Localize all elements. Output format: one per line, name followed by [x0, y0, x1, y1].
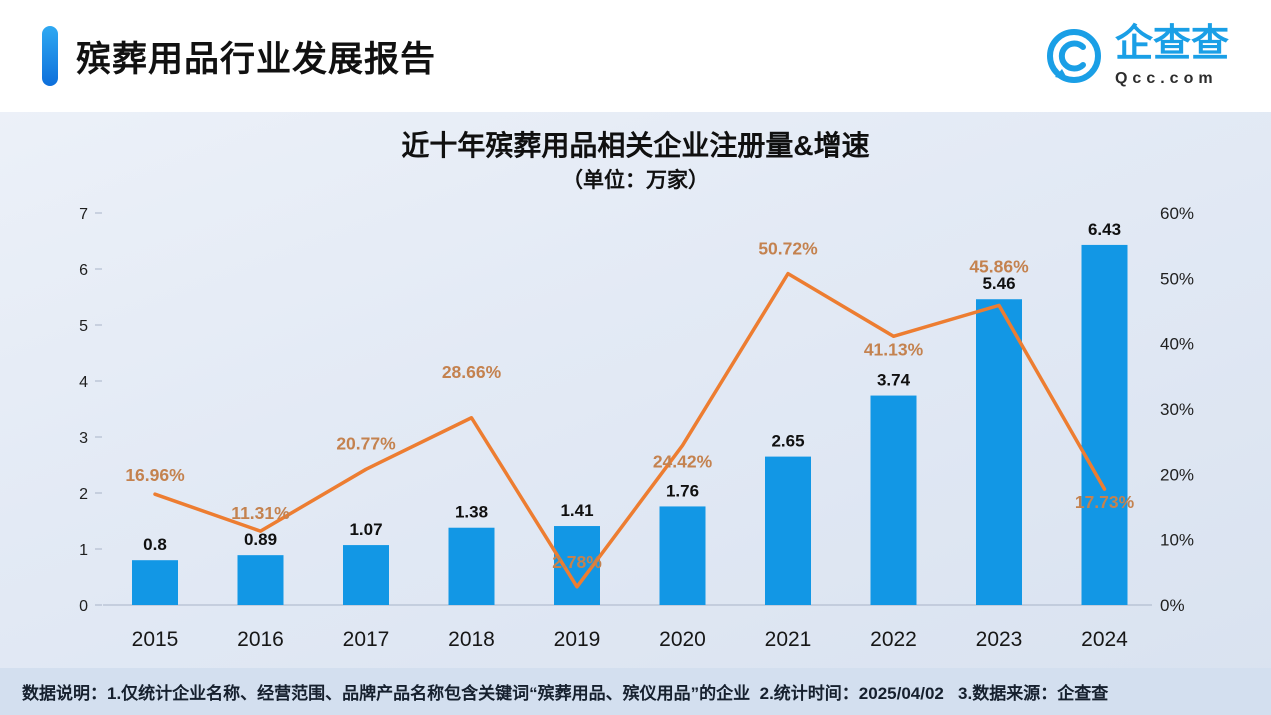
qcc-logo: 企查查 Qcc.com [1045, 25, 1229, 88]
chart-title: 近十年殡葬用品相关企业注册量&增速 [401, 130, 870, 161]
right-axis-label: 50% [1160, 269, 1194, 288]
bar [765, 456, 811, 605]
x-axis-label: 2015 [132, 628, 179, 651]
bar-value-label: 1.38 [455, 503, 488, 522]
bar [1081, 244, 1128, 606]
left-axis-label: 3 [79, 430, 88, 447]
x-axis-label: 2018 [448, 628, 495, 651]
qcc-logo-wordmark: 企查查 Qcc.com [1115, 25, 1229, 88]
growth-value-label: 28.66% [442, 362, 502, 382]
growth-value-label: 20.77% [336, 433, 396, 453]
left-axis-label: 7 [79, 206, 88, 223]
bar-value-label: 2.65 [771, 432, 804, 451]
bar-value-label: 5.46 [982, 274, 1015, 293]
footer-note-text: 数据说明：1.仅统计企业名称、经营范围、品牌产品名称包含关键词“殡葬用品、殡仪用… [22, 684, 1109, 703]
bar-value-label: 6.43 [1088, 220, 1121, 239]
bar-value-label: 3.74 [877, 371, 911, 390]
header-accent-bar [42, 26, 58, 86]
right-axis-label: 40% [1160, 335, 1194, 354]
right-axis-label: 30% [1160, 400, 1194, 419]
bar [343, 545, 389, 605]
growth-line [153, 271, 1107, 589]
growth-value-label: 24.42% [653, 451, 713, 471]
growth-value-label: 17.73% [1075, 492, 1135, 512]
bar [659, 506, 706, 605]
qcc-logo-icon [1046, 29, 1101, 83]
footer-note: 数据说明：1.仅统计企业名称、经营范围、品牌产品名称包含关键词“殡葬用品、殡仪用… [0, 668, 1271, 715]
bar [870, 395, 917, 605]
growth-value-label: 41.13% [864, 339, 924, 359]
growth-value-label: 45.86% [969, 256, 1029, 276]
x-axis-label: 2024 [1081, 628, 1128, 651]
x-axis-label: 2023 [976, 628, 1023, 651]
left-axis-label: 6 [79, 262, 88, 279]
x-axis-label: 2022 [870, 628, 917, 651]
x-axis-label: 2016 [237, 628, 284, 651]
bar-value-label: 0.89 [244, 530, 277, 549]
bar-value-label: 0.8 [143, 535, 167, 554]
bar [132, 560, 178, 605]
right-axis-label: 10% [1160, 531, 1194, 550]
growth-value-label: 2.78% [552, 552, 602, 572]
bar [448, 527, 495, 605]
growth-value-label: 50.72% [758, 239, 818, 259]
bar [976, 299, 1022, 605]
x-axis-label: 2017 [343, 628, 390, 651]
qcc-logo-domain: Qcc.com [1114, 69, 1218, 87]
qcc-logo-text: 企查查 [1114, 22, 1229, 65]
growth-value-label: 16.96% [125, 465, 185, 485]
growth-value-label: 11.31% [231, 503, 290, 523]
right-axis-label: 0% [1160, 596, 1185, 615]
left-axis-label: 1 [79, 542, 88, 559]
left-axis-label: 5 [79, 318, 88, 335]
right-axis-label: 60% [1160, 204, 1194, 223]
header: 殡葬用品行业发展报告 企查查 Qcc.com [0, 0, 1271, 112]
right-axis-label: 20% [1160, 465, 1194, 484]
bar [237, 555, 284, 605]
bar-value-label: 1.07 [349, 520, 382, 539]
bar-value-label: 1.76 [666, 481, 699, 500]
page-title: 殡葬用品行业发展报告 [76, 39, 437, 79]
left-axis-label: 2 [79, 486, 88, 503]
x-axis-label: 2019 [554, 628, 601, 651]
x-axis-label: 2020 [659, 628, 706, 651]
left-axis-label: 4 [79, 374, 88, 391]
bar-value-label: 1.41 [560, 501, 593, 520]
left-axis-label: 0 [79, 598, 88, 615]
chart-subtitle: （单位：万家） [562, 169, 709, 192]
x-axis-label: 2021 [765, 628, 812, 651]
